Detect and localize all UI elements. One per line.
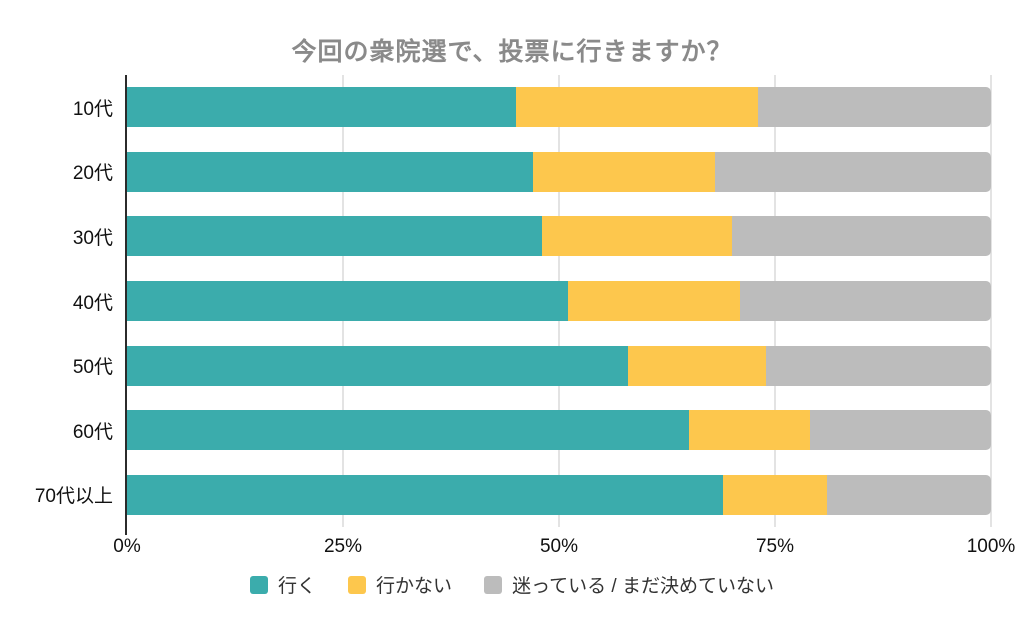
bar-track (127, 474, 991, 515)
bar-segment-wont-go (688, 410, 810, 451)
legend-label-undecided: 迷っている / まだ決めていない (512, 576, 774, 597)
bar-row-50代: 50代 (73, 333, 991, 398)
x-tick-label-25: 25% (323, 536, 363, 557)
y-axis-label: 70代以上 (34, 486, 113, 508)
legend-swatch-undecided (484, 575, 503, 594)
bar-row-60代: 60代 (73, 398, 991, 463)
legend-item-wont-go: 行かない (348, 571, 452, 598)
y-axis-label: 30代 (72, 227, 113, 249)
bar-row-20代: 20代 (73, 140, 991, 205)
bar-segment-wont-go (533, 151, 715, 192)
bar-track (127, 151, 991, 192)
bar-track (127, 216, 991, 257)
bar-segment-wont-go (541, 216, 732, 257)
legend-swatch-wont-go (348, 575, 367, 594)
legend-swatch-go (250, 575, 269, 594)
bar-segment-go (127, 345, 629, 386)
bar-segment-go (127, 216, 542, 257)
bar-segment-wont-go (628, 345, 767, 386)
legend-label-go: 行く (278, 576, 317, 597)
legend-item-go: 行く (250, 571, 316, 598)
x-axis-labels: 0% 25% 50% 75% 100% (113, 536, 1015, 558)
gridline-100 (990, 75, 992, 527)
bar-segment-undecided (731, 216, 991, 257)
bar-segment-undecided (809, 410, 991, 451)
bar-rows: 10代 20代 30代 40代 50代 60代 70代以上 (35, 75, 991, 527)
bar-segment-wont-go (515, 87, 758, 128)
bar-segment-undecided (766, 345, 991, 386)
chart-title: 今回の衆院選で、投票に行きますか？ (291, 38, 733, 66)
legend-label-wont-go: 行かない (376, 576, 453, 597)
x-tick-label-50: 50% (539, 536, 579, 557)
bar-row-10代: 10代 (73, 75, 991, 140)
bar-segment-undecided (714, 151, 991, 192)
y-axis-line (125, 75, 127, 534)
bar-segment-go (127, 151, 534, 192)
y-axis-label: 10代 (72, 98, 113, 120)
bar-segment-undecided (740, 281, 991, 322)
bar-row-30代: 30代 (73, 204, 991, 269)
bar-track (127, 87, 991, 128)
bar-segment-wont-go (567, 281, 741, 322)
y-axis-label: 20代 (72, 163, 113, 185)
x-tick-label-100: 100% (966, 536, 1016, 557)
x-tick-label-0: 0% (113, 536, 141, 557)
bar-row-70代以上: 70代以上 (35, 462, 991, 527)
bar-track (127, 345, 991, 386)
x-axis-zero-tick (125, 527, 127, 535)
y-axis-label: 50代 (72, 357, 113, 379)
y-axis-label: 60代 (72, 421, 113, 443)
legend-item-undecided: 迷っている / まだ決めていない (484, 571, 774, 598)
bar-segment-go (127, 410, 689, 451)
bar-segment-undecided (757, 87, 991, 128)
bar-segment-go (127, 87, 516, 128)
bar-segment-wont-go (723, 474, 827, 515)
bar-segment-go (127, 474, 724, 515)
bar-segment-undecided (826, 474, 991, 515)
legend: 行く 行かない 迷っている / まだ決めていない (0, 571, 1024, 598)
plot-area: 10代 20代 30代 40代 50代 60代 70代以上 (35, 75, 992, 535)
y-axis-label: 40代 (72, 292, 113, 314)
bar-track (127, 281, 991, 322)
bar-track (127, 410, 991, 451)
bar-row-40代: 40代 (73, 269, 991, 334)
bar-segment-go (127, 281, 568, 322)
x-tick-label-75: 75% (755, 536, 795, 557)
